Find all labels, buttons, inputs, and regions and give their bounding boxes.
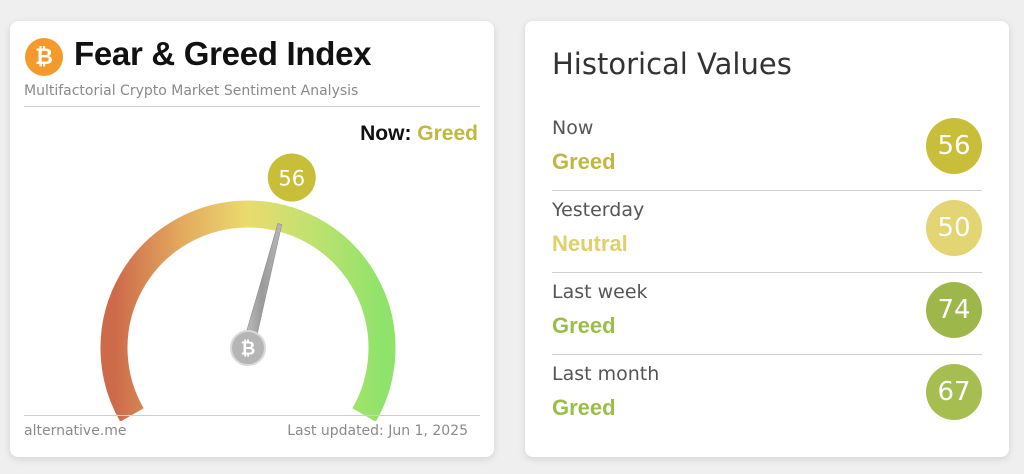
row-label: Last month: [552, 363, 660, 385]
gauge-value: 56: [278, 167, 305, 191]
row-classification: Neutral: [552, 231, 628, 256]
last-updated: Last updated: Jun 1, 2025: [287, 423, 468, 439]
row-label: Yesterday: [552, 199, 645, 221]
history-row-last-month: Last month Greed 67: [552, 355, 982, 437]
row-label: Last week: [552, 281, 648, 303]
row-classification: Greed: [552, 149, 616, 174]
page-title: Fear & Greed Index: [74, 35, 372, 72]
now-classification: Greed: [417, 122, 478, 145]
value-bubble: 74: [926, 282, 982, 338]
divider: [24, 415, 480, 416]
source-text: alternative.me: [24, 423, 127, 439]
subtitle: Multifactorial Crypto Market Sentiment A…: [24, 83, 359, 99]
gauge-value-bubble: [267, 153, 316, 202]
row-classification: Greed: [552, 395, 616, 420]
value-bubble: 56: [926, 118, 982, 174]
bitcoin-icon: ₿: [25, 38, 63, 76]
historical-values-card: Historical Values Now Greed 56 Yesterday…: [525, 21, 1009, 457]
gauge-arc: [100, 200, 396, 421]
section-title: Historical Values: [552, 47, 792, 81]
history-row-last-week: Last week Greed 74: [552, 273, 982, 355]
bitcoin-icon: ₿: [241, 339, 256, 360]
value-bubble: 50: [926, 200, 982, 256]
divider: [24, 106, 480, 107]
history-row-now: Now Greed 56: [552, 109, 982, 191]
gauge: ₿ 56: [100, 153, 396, 421]
fear-greed-card: ₿ Fear & Greed Index Multifactorial Cryp…: [10, 21, 494, 457]
divider: [552, 354, 982, 355]
row-label: Now: [552, 117, 594, 139]
divider: [552, 190, 982, 191]
row-classification: Greed: [552, 313, 616, 338]
gauge-hub: [230, 330, 266, 366]
divider: [552, 272, 982, 273]
value-bubble: 67: [926, 364, 982, 420]
now-status: Now: Greed: [360, 122, 478, 146]
history-row-yesterday: Yesterday Neutral 50: [552, 191, 982, 273]
now-label: Now:: [360, 122, 412, 145]
